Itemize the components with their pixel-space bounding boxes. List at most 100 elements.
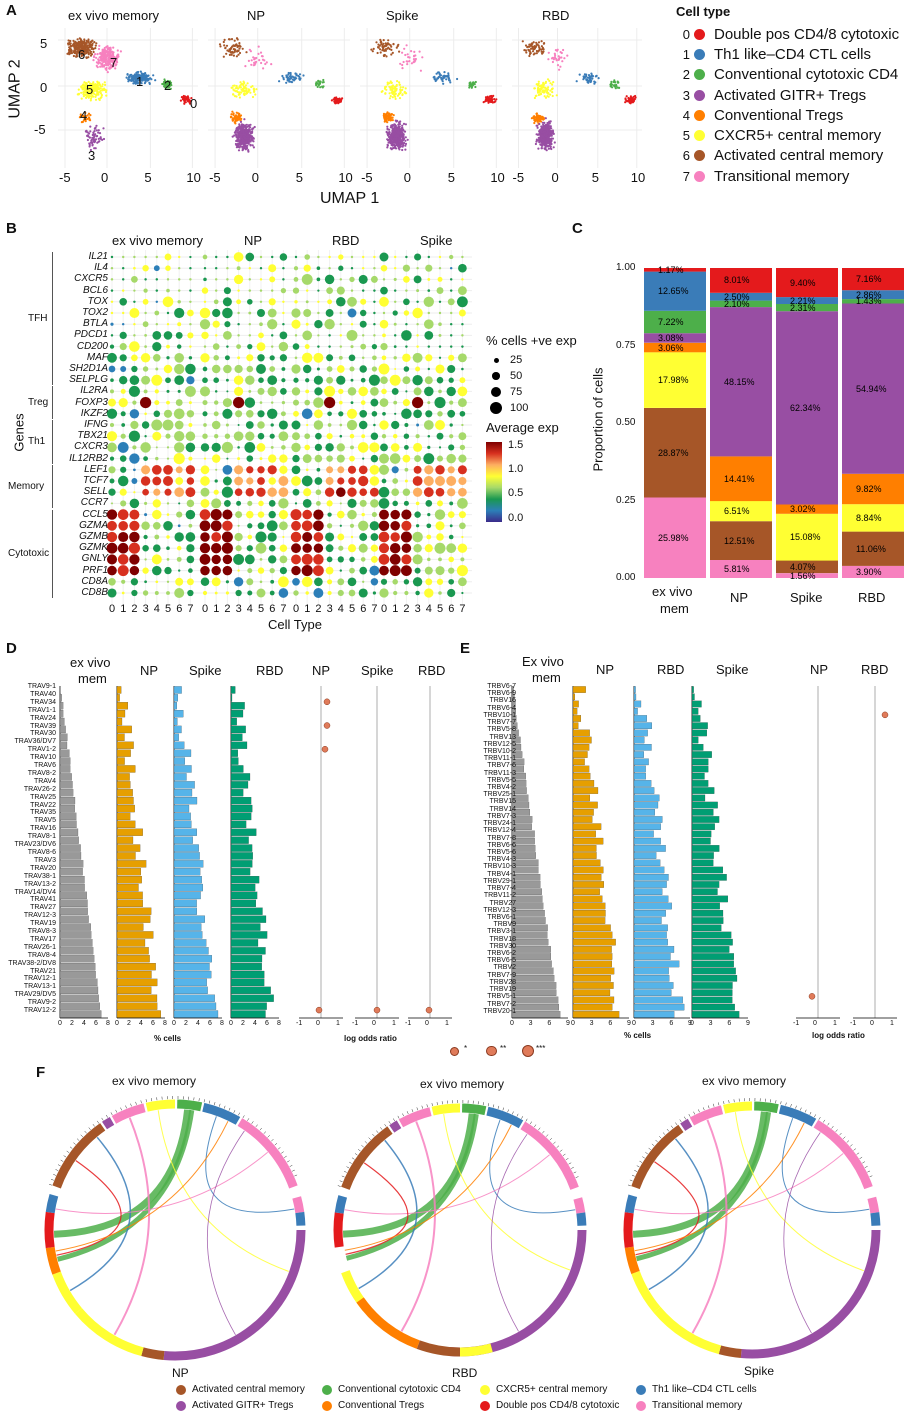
dotplot-dot — [154, 534, 160, 540]
dotplot-dot — [361, 512, 365, 517]
umap-point — [616, 81, 620, 84]
gene-group-bracket — [52, 464, 53, 509]
umap-point — [183, 102, 186, 105]
dotplot-dot — [278, 487, 289, 498]
dotplot-dot — [259, 401, 263, 404]
dotplot-dot — [257, 477, 265, 485]
umap-point — [243, 118, 246, 121]
tcr-bar — [572, 837, 604, 845]
tcr-bar — [116, 812, 131, 821]
umap-xlabel: UMAP 1 — [320, 190, 380, 207]
umap-point — [397, 139, 400, 142]
dotplot-dot — [186, 410, 195, 418]
umap-point — [90, 90, 93, 93]
tcr-bar — [173, 891, 201, 900]
legend-num: 3 — [682, 87, 690, 103]
umap-point — [84, 115, 87, 119]
dotplot-dot — [143, 534, 148, 540]
umap-point — [86, 138, 89, 142]
tcr-bar — [116, 789, 133, 797]
dotplot-dot — [111, 502, 113, 505]
dotplot-dot — [175, 577, 184, 586]
dotplot-dot — [130, 578, 139, 586]
umap-point — [401, 67, 404, 70]
dotplot-dot — [458, 476, 467, 486]
umap-point — [245, 146, 248, 149]
umap-point — [75, 42, 78, 45]
dotplot-dot — [166, 502, 170, 505]
umap-point — [116, 49, 119, 52]
tcr-gene-label: TRAV35 — [30, 809, 56, 817]
tcr-bar — [173, 955, 213, 963]
tcr-gene-label: TRAV38-2/DV8 — [8, 959, 56, 967]
dotplot-dot — [267, 487, 277, 497]
color-legend-title: Average exp — [486, 420, 559, 435]
umap-point — [391, 134, 394, 137]
dotplot-dot — [117, 554, 129, 565]
umap-point — [404, 136, 407, 139]
tcr-gene-label: TRAV8-6 — [27, 849, 56, 856]
tcr-bar — [116, 986, 152, 994]
trav-title-np: NP — [140, 663, 159, 678]
umap-point — [321, 85, 324, 88]
tcr-bar — [116, 876, 142, 884]
stacked-segment-label: 2.50% — [724, 291, 750, 302]
umap-point — [544, 81, 547, 85]
umap-point — [163, 84, 166, 87]
dotplot-dot — [155, 322, 159, 326]
dotplot-dot — [359, 320, 367, 328]
umap-point — [233, 48, 236, 51]
dotplot-dot — [166, 400, 170, 405]
umap-point — [72, 54, 75, 58]
dotplot-dot — [403, 500, 409, 506]
dotplot-dot — [247, 523, 253, 529]
dotplot-dot — [427, 289, 431, 292]
umap-point — [251, 128, 254, 131]
umap-point — [550, 131, 554, 135]
umap-point — [148, 77, 152, 80]
trbv-title-rbd: RBD — [657, 662, 685, 677]
dotplot-dot — [203, 277, 207, 282]
dotplot-dot — [424, 566, 433, 575]
gene-label: FOXP3 — [75, 396, 108, 408]
legend-label: Conventional Tregs — [714, 106, 844, 124]
dotplot-dot — [152, 544, 161, 553]
umap-point — [240, 130, 243, 133]
dotplot-dot — [446, 476, 457, 486]
umap-point — [539, 118, 542, 121]
umap-point — [88, 42, 91, 45]
tcr-xtick: 6 — [265, 1020, 269, 1027]
dotplot-dot — [456, 296, 468, 308]
dotplot-dot — [457, 286, 467, 296]
umap-point — [612, 84, 616, 87]
stacked-segment-label: 9.40% — [790, 277, 816, 288]
tcr-bar — [59, 955, 95, 963]
dotplot-dot — [142, 590, 149, 596]
dotplot-dot — [358, 520, 369, 531]
umap-point — [434, 79, 437, 82]
panel-a-letter: A — [6, 2, 17, 19]
umap-point — [249, 144, 252, 147]
tcr-bar — [116, 899, 143, 908]
dotplot-dot — [133, 266, 136, 270]
dotplot-dot — [327, 590, 332, 596]
dotplot-dot — [328, 334, 331, 337]
umap-point — [393, 94, 396, 97]
umap-point — [90, 97, 93, 100]
tcr-bar — [116, 733, 125, 741]
dotplot-dot — [458, 432, 467, 441]
umap-point — [536, 126, 539, 129]
dotplot-dot — [379, 565, 389, 576]
umap-point — [79, 48, 82, 51]
legend-dot — [694, 130, 705, 142]
umap-point — [238, 136, 241, 139]
umap-point — [72, 44, 75, 47]
dotplot-dot — [143, 288, 148, 293]
umap-point — [139, 70, 142, 73]
dotplot-dot — [233, 577, 244, 587]
dotplot-dot — [237, 569, 240, 572]
umap-point — [521, 40, 524, 43]
dotplot-dot — [280, 411, 286, 417]
tcr-bar — [633, 765, 646, 773]
dotplot-dot — [152, 431, 162, 441]
